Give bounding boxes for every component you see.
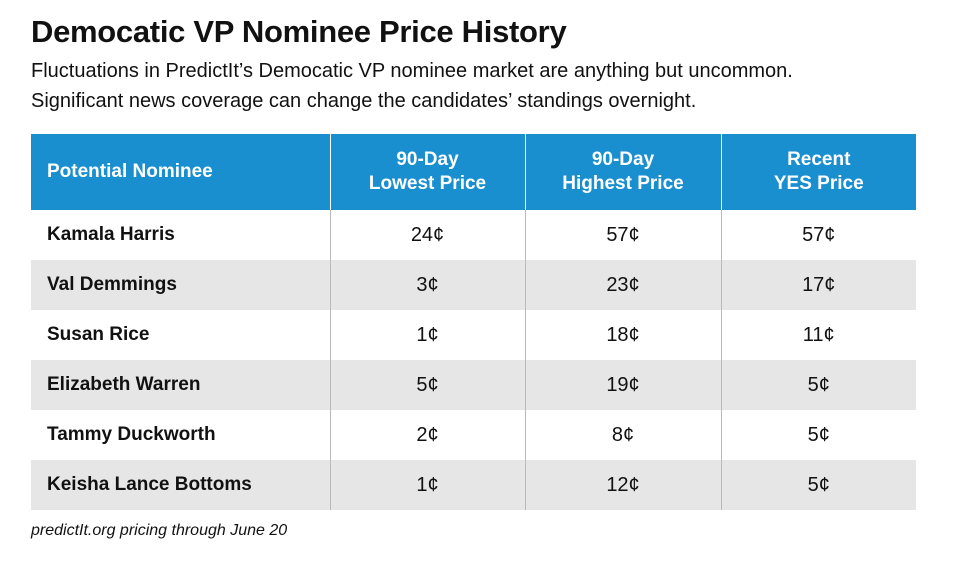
lowest-price-cell: 1¢ — [329, 460, 525, 510]
table-row: Tammy Duckworth 2¢ 8¢ 5¢ — [31, 410, 916, 460]
header-line: YES Price — [773, 173, 864, 194]
highest-price-cell: 8¢ — [524, 410, 721, 460]
chart-title: Democatic VP Nominee Price History — [31, 14, 567, 49]
header-recent-yes-price: Recent YES Price — [720, 134, 916, 210]
table-row: Kamala Harris 24¢ 57¢ 57¢ — [31, 210, 916, 260]
chart-subtitle: Fluctuations in PredictIt’s Democatic VP… — [31, 56, 793, 116]
subtitle-line-1: Fluctuations in PredictIt’s Democatic VP… — [31, 60, 793, 82]
header-row: Potential Nominee 90-Day Lowest Price 90… — [31, 134, 916, 210]
nominee-name-cell: Susan Rice — [47, 324, 150, 345]
lowest-price-cell: 1¢ — [329, 310, 525, 360]
header-line: Recent — [787, 149, 851, 170]
table-row: Keisha Lance Bottoms 1¢ 12¢ 5¢ — [31, 460, 916, 510]
source-footnote: predictIt.org pricing through June 20 — [31, 522, 288, 539]
recent-yes-price-cell: 57¢ — [720, 210, 916, 260]
header-line: Lowest Price — [368, 173, 487, 194]
subtitle-line-2: Significant news coverage can change the… — [31, 90, 697, 112]
highest-price-cell: 12¢ — [524, 460, 721, 510]
header-line: 90-Day — [396, 149, 459, 170]
nominee-name-cell: Keisha Lance Bottoms — [31, 460, 330, 510]
table-row: Elizabeth Warren 5¢ 19¢ 5¢ — [31, 360, 916, 410]
price-history-table: Potential Nominee 90-Day Lowest Price 90… — [31, 134, 916, 510]
header-line: Potential Nominee — [47, 161, 213, 182]
lowest-price-cell: 5¢ — [329, 360, 525, 410]
recent-yes-price-cell: 11¢ — [720, 310, 916, 360]
nominee-name-cell: Kamala Harris — [47, 224, 175, 245]
header-line: 90-Day — [591, 149, 655, 170]
highest-price-cell: 18¢ — [524, 310, 721, 360]
table-row: Val Demmings 3¢ 23¢ 17¢ — [31, 260, 916, 310]
header-90-day-highest-price: 90-Day Highest Price — [524, 134, 721, 210]
recent-yes-price-cell: 5¢ — [720, 410, 916, 460]
highest-price-cell: 23¢ — [524, 260, 721, 310]
nominee-name-cell: Val Demmings — [31, 260, 330, 310]
table-row: Susan Rice 1¢ 18¢ 11¢ — [31, 310, 916, 360]
header-line: Highest Price — [562, 173, 684, 194]
highest-price-cell: 19¢ — [524, 360, 721, 410]
header-90-day-lowest-price: 90-Day Lowest Price — [329, 134, 525, 210]
lowest-price-cell: 24¢ — [329, 210, 525, 260]
recent-yes-price-cell: 17¢ — [720, 260, 916, 310]
lowest-price-cell: 3¢ — [329, 260, 525, 310]
nominee-name-cell: Tammy Duckworth — [47, 424, 216, 445]
nominee-name-cell: Elizabeth Warren — [31, 360, 330, 410]
recent-yes-price-cell: 5¢ — [720, 460, 916, 510]
lowest-price-cell: 2¢ — [329, 410, 525, 460]
header-potential-nominee: Potential Nominee — [31, 134, 330, 210]
highest-price-cell: 57¢ — [524, 210, 721, 260]
recent-yes-price-cell: 5¢ — [720, 360, 916, 410]
